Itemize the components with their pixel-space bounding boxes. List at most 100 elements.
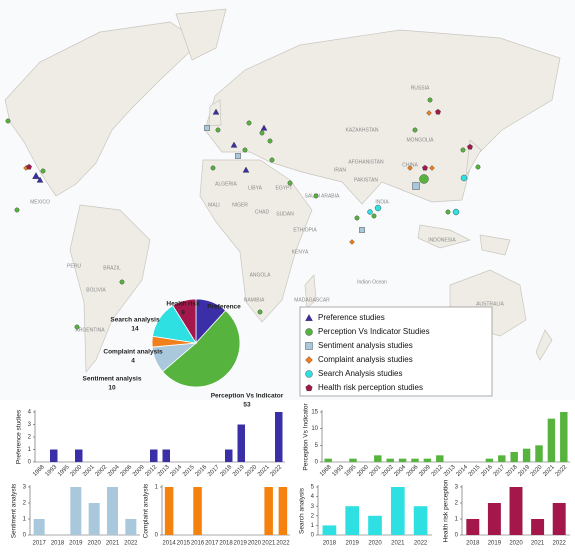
bar: [368, 515, 382, 535]
map-label: AFGHANISTAN: [348, 159, 384, 165]
y-tick-label: 4: [311, 494, 315, 500]
x-tick-label: 2015: [468, 464, 482, 478]
x-tick-label: 2015: [182, 464, 196, 478]
map-marker: [14, 207, 20, 213]
map-marker: [367, 209, 373, 215]
x-tick-label: 2017: [32, 541, 46, 547]
bar: [390, 487, 405, 535]
bar: [278, 487, 288, 535]
map-marker: [412, 127, 418, 133]
map-marker: [313, 193, 319, 199]
bar: [423, 458, 432, 462]
y-tick-label: 1: [28, 447, 32, 453]
map-label: Indian Ocean: [357, 279, 387, 285]
bar: [150, 449, 158, 462]
bar: [398, 458, 407, 462]
map-label: KAZAKHSTAN: [346, 127, 379, 133]
x-tick-label: 2018: [51, 541, 65, 547]
bar: [50, 449, 58, 462]
map-marker: [452, 208, 460, 216]
x-tick-label: 1968: [319, 464, 333, 478]
map-marker: [26, 163, 32, 170]
map-label: MALI: [208, 202, 220, 208]
x-tick-label: 2021: [257, 464, 271, 478]
pie-label: Sentiment analysis: [83, 376, 142, 383]
y-tick-label: 0: [28, 460, 32, 466]
pie-slice: [172, 298, 197, 345]
y-axis-label: Health risk perception: [443, 479, 450, 542]
x-tick-label: 2013: [443, 464, 457, 478]
bar: [75, 449, 83, 462]
legend-marker: [305, 370, 313, 378]
bar: [531, 519, 545, 535]
map-label: INDIA: [375, 199, 389, 205]
x-tick-label: 2012: [431, 464, 445, 478]
bar: [487, 503, 501, 535]
pie-value: 10: [108, 385, 116, 392]
map-marker: [259, 130, 265, 136]
y-axis-label: Perception Vs Indicator: [303, 403, 310, 471]
x-tick-label: 2020: [530, 464, 544, 478]
map-marker: [212, 108, 220, 115]
map-marker: [407, 165, 413, 171]
bar: [560, 412, 568, 462]
map-marker: [119, 279, 125, 285]
bar: [349, 458, 357, 462]
y-tick-label: 3: [28, 422, 32, 428]
map-label: KENYA: [292, 249, 309, 255]
x-tick-label: 1995: [57, 464, 71, 478]
legend-marker: [305, 384, 313, 392]
x-tick-label: 2020: [368, 541, 382, 547]
y-axis-label: Preference studies: [16, 409, 23, 464]
x-tick-label: 2014: [455, 464, 469, 478]
bar: [107, 487, 118, 535]
map-label: ARGENTINA: [75, 327, 105, 333]
x-tick-label: 2016: [195, 464, 209, 478]
x-tick-label: 2017: [207, 464, 221, 478]
map-label: MADAGASCAR: [294, 297, 330, 303]
map-marker: [269, 157, 275, 163]
map-marker: [412, 182, 420, 190]
map-marker: [467, 143, 473, 150]
map-marker: [445, 209, 451, 215]
x-tick-label: 2022: [276, 541, 290, 547]
bar: [264, 487, 273, 535]
map-marker: [204, 125, 210, 131]
x-tick-label: 2017: [205, 541, 219, 547]
map-marker: [242, 147, 248, 153]
bar: [498, 455, 506, 462]
bar: [547, 418, 556, 462]
x-tick-label: 2013: [157, 464, 171, 478]
x-tick-label: 1968: [32, 464, 46, 478]
map-label: ETHIOPIA: [293, 227, 317, 233]
bar: [413, 506, 428, 535]
map-marker: [426, 110, 432, 116]
map-marker: [460, 174, 468, 182]
x-tick-label: 2018: [505, 464, 519, 478]
map-label: EGYPT: [276, 185, 293, 191]
x-tick-label: 2006: [120, 464, 134, 478]
x-tick-label: 2019: [234, 541, 248, 547]
pie-label: Search analysis: [110, 317, 160, 324]
x-tick-label: 2022: [414, 541, 428, 547]
bar: [345, 506, 360, 535]
y-tick-label: 1: [311, 523, 315, 529]
y-tick-label: 3: [23, 485, 27, 491]
map-label: RUSSIA: [411, 85, 430, 91]
y-tick-label: 2: [311, 513, 315, 519]
pie-label: Preference: [207, 304, 241, 311]
x-tick-label: 2014: [170, 464, 184, 478]
y-tick-label: 10: [311, 426, 318, 432]
map-label: CHAD: [255, 209, 270, 215]
map-marker: [475, 164, 481, 170]
x-tick-label: 2020: [87, 541, 101, 547]
bar: [225, 449, 233, 462]
y-tick-label: 2: [23, 501, 27, 507]
pie-label: Health risk: [166, 301, 200, 308]
legend-label: Perception Vs Indicator Studies: [318, 327, 430, 336]
bar: [125, 519, 137, 535]
y-tick-label: 0: [23, 533, 27, 539]
map-marker: [371, 213, 377, 219]
x-tick-label: 2021: [391, 541, 405, 547]
